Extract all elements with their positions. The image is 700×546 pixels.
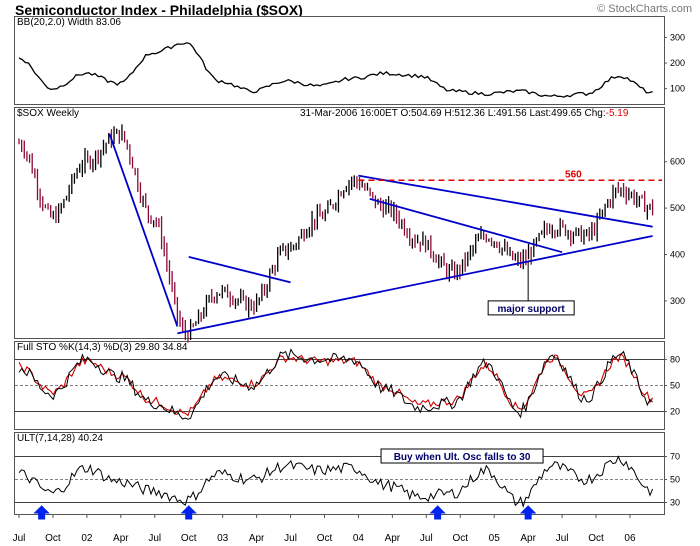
bb-width-axis-tick-label: 200 xyxy=(670,58,685,68)
stochastic-axis-tick-label: 80 xyxy=(670,354,680,364)
price-axis-tick-label: 400 xyxy=(670,250,685,260)
x-tick-label: Jul xyxy=(420,533,433,544)
x-tick-label: Apr xyxy=(249,533,265,544)
x-tick-label: 05 xyxy=(489,533,501,544)
x-tick-label: Jul xyxy=(284,533,297,544)
buy-note-box xyxy=(380,448,544,464)
price-axis-tick-label: 600 xyxy=(670,157,685,167)
trendline xyxy=(188,255,291,284)
price-label: $SOX Weekly xyxy=(17,108,80,119)
x-tick-label: Oct xyxy=(452,533,468,544)
ult-axis-tick-label: 70 xyxy=(670,452,680,462)
bb-width-panel xyxy=(14,16,665,105)
bb-width-axis-tick-label: 300 xyxy=(670,32,685,42)
x-tick-label: Jul xyxy=(148,533,161,544)
x-tick-label: Oct xyxy=(45,533,61,544)
major-support-box xyxy=(487,300,575,316)
x-tick-label: Apr xyxy=(385,533,401,544)
x-tick-label: Apr xyxy=(520,533,536,544)
brand-watermark: © StockCharts.com xyxy=(597,3,692,15)
ult-axis-tick-label: 30 xyxy=(670,498,680,508)
stochastic-d-line xyxy=(18,352,654,417)
x-tick-label: 04 xyxy=(353,533,365,544)
bb-width-label: BB(20,2.0) Width 83.06 xyxy=(17,17,121,28)
buy-note-label: Buy when Ult. Osc falls to 30 xyxy=(394,452,531,463)
trendline xyxy=(358,174,653,228)
buy-arrow-icon xyxy=(180,505,197,520)
ultimate-oscillator-panel xyxy=(14,432,665,515)
x-tick-label: Apr xyxy=(113,533,129,544)
price-axis-tick-label: 500 xyxy=(670,203,685,213)
x-tick-label: Jul xyxy=(556,533,569,544)
chart-title: Semiconductor Index - Philadelphia ($SOX… xyxy=(15,2,303,18)
x-tick-label: 02 xyxy=(81,533,93,544)
bb-width-axis-tick-label: 100 xyxy=(670,84,685,94)
buy-arrow-icon xyxy=(429,505,446,520)
x-tick-label: Oct xyxy=(181,533,197,544)
stochastic-k-line xyxy=(18,348,653,420)
stochastic-label: Full STO %K(14,3) %D(3) 29.80 34.84 xyxy=(17,342,188,353)
price-axis-tick-label: 300 xyxy=(670,296,685,306)
resistance-label: 560 xyxy=(565,169,582,180)
trendline xyxy=(177,235,653,335)
major-support-label: major support xyxy=(498,304,566,315)
price-quote: 31-Mar-2006 16:00ET O:504.69 H:512.36 L:… xyxy=(300,108,629,119)
stochastic-axis-tick-label: 20 xyxy=(670,407,680,417)
ult-axis-tick-label: 50 xyxy=(670,475,680,485)
x-tick-label: 03 xyxy=(217,533,229,544)
buy-arrow-icon xyxy=(519,505,537,520)
trendline xyxy=(108,133,179,327)
stochastic-axis-tick-label: 50 xyxy=(670,381,680,391)
trendline xyxy=(369,197,563,254)
x-tick-label: Oct xyxy=(317,533,333,544)
x-tick-label: Oct xyxy=(588,533,604,544)
x-tick-label: Jul xyxy=(13,533,26,544)
ult-label: ULT(7,14,28) 40.24 xyxy=(17,433,103,444)
buy-arrow-icon xyxy=(33,505,50,520)
x-tick-label: 06 xyxy=(624,533,636,544)
bb-width-line xyxy=(18,42,653,98)
brand-text: StockCharts.com xyxy=(608,3,692,15)
copyright-icon: © xyxy=(597,3,606,15)
ult-line xyxy=(18,455,654,508)
